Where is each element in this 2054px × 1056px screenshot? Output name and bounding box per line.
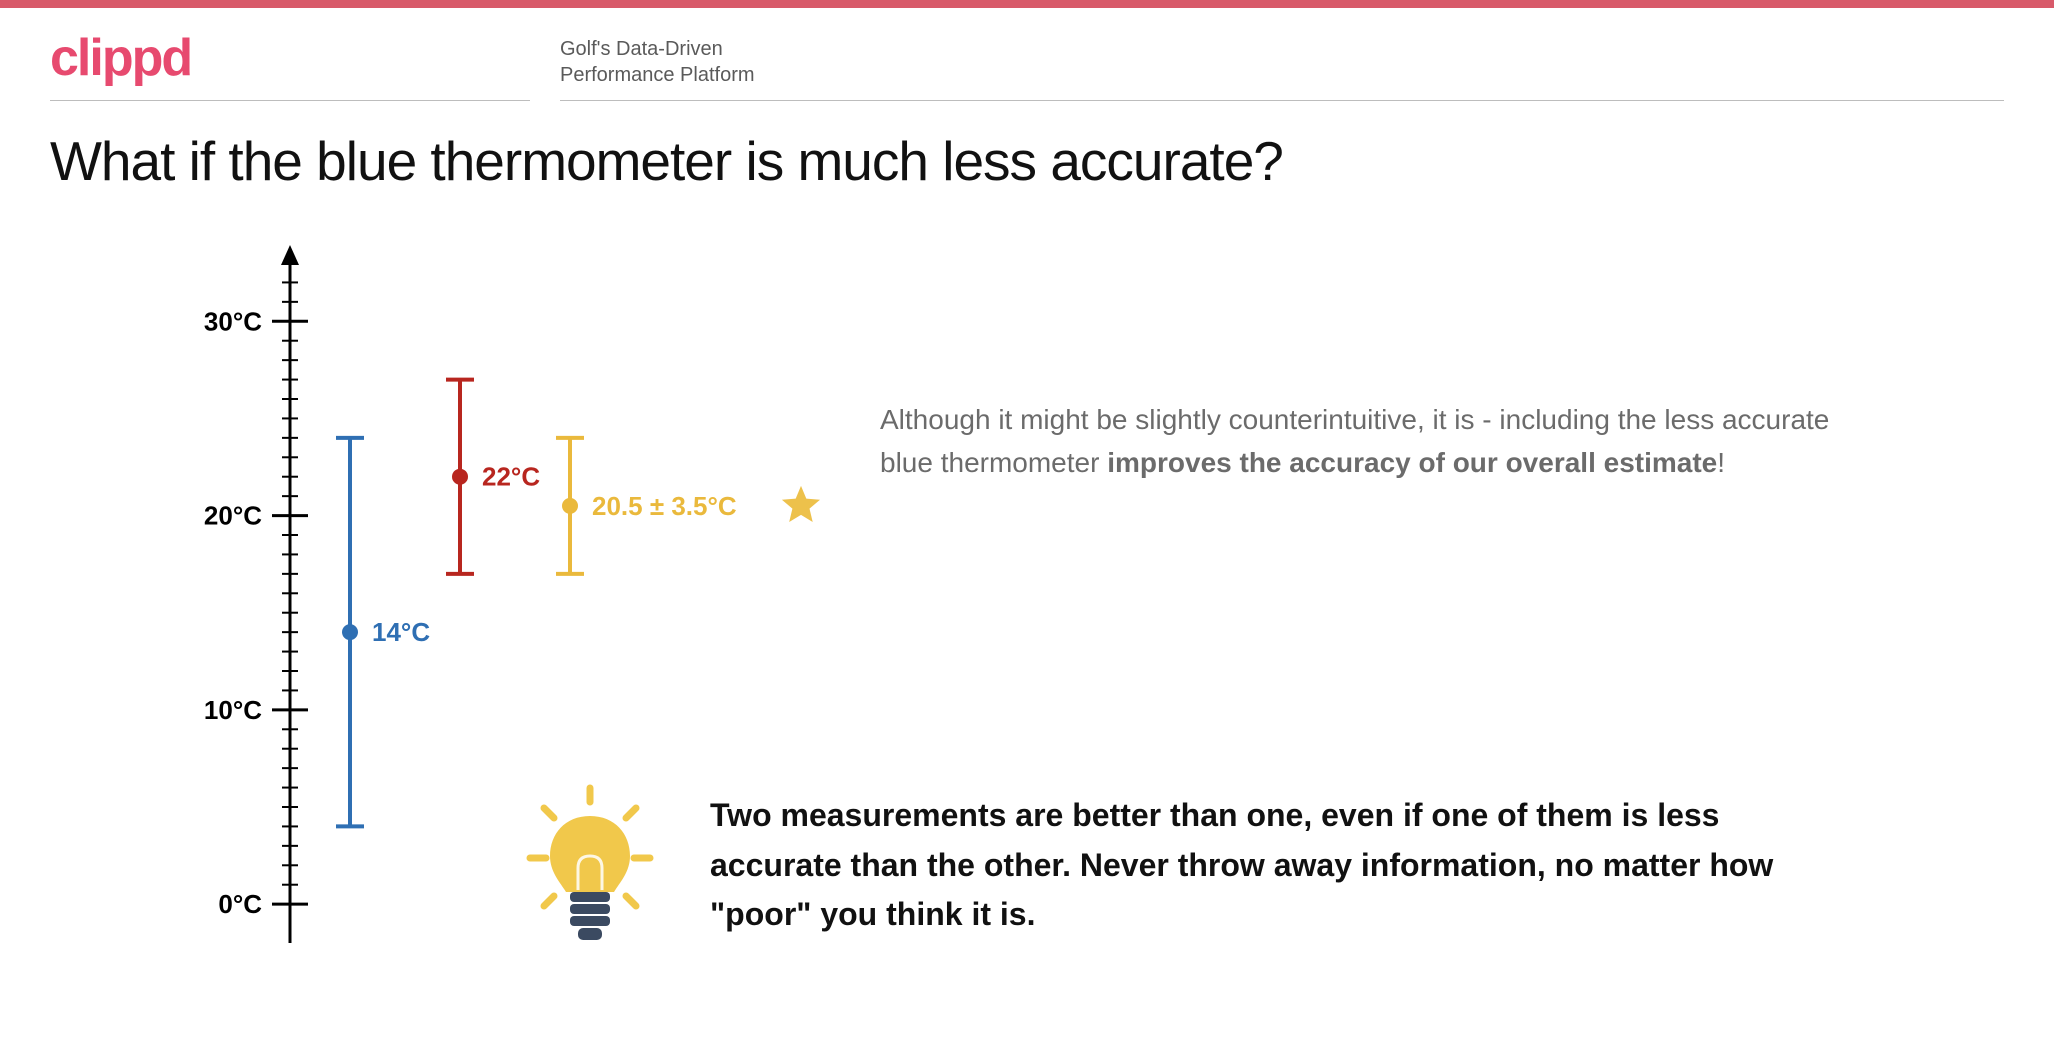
logo-block: clippd <box>50 28 530 101</box>
page-title: What if the blue thermometer is much les… <box>0 101 2054 203</box>
tagline-line2: Performance Platform <box>560 62 2004 88</box>
svg-text:20°C: 20°C <box>204 501 262 531</box>
svg-text:20.5 ± 3.5°C: 20.5 ± 3.5°C <box>592 491 737 521</box>
svg-text:30°C: 30°C <box>204 306 262 336</box>
lightbulb-icon <box>520 778 660 953</box>
svg-text:22°C: 22°C <box>482 462 540 492</box>
content: 0°C 10°C 20°C 30°C 14°C 22°C 20.5 ± 3.5°C Alth… <box>0 203 2054 963</box>
header: clippd Golf's Data-Driven Performance Pl… <box>0 8 2054 101</box>
accent-bar <box>0 0 2054 8</box>
takeaway-text: Two measurements are better than one, ev… <box>710 791 1790 940</box>
svg-text:0°C: 0°C <box>218 889 262 919</box>
explanation-text: Although it might be slightly counterint… <box>880 398 1880 485</box>
explain-post: ! <box>1717 447 1725 478</box>
takeaway-row: Two measurements are better than one, ev… <box>520 778 1920 953</box>
svg-text:14°C: 14°C <box>372 617 430 647</box>
tagline: Golf's Data-Driven Performance Platform <box>560 36 2004 101</box>
svg-text:10°C: 10°C <box>204 695 262 725</box>
logo: clippd <box>50 29 191 87</box>
tagline-line1: Golf's Data-Driven <box>560 36 2004 62</box>
explain-bold: improves the accuracy of our overall est… <box>1107 447 1717 478</box>
